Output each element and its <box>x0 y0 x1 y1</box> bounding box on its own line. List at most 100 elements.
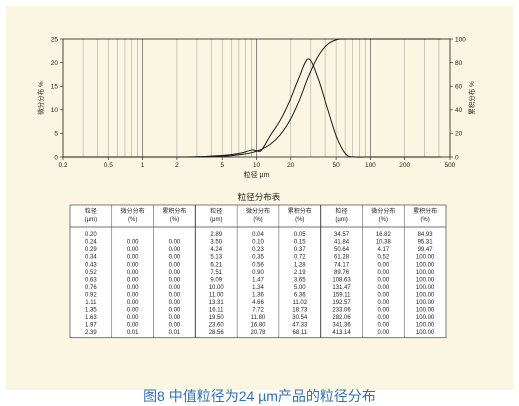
table-cell: 0.00 <box>169 285 181 291</box>
y-left-tick-label: 0 <box>54 154 58 161</box>
table-cell: 3.50 <box>210 240 222 246</box>
table-cell: 16.82 <box>376 232 392 238</box>
table-cell: 100.00 <box>416 255 435 261</box>
table-cell: 0.56 <box>252 262 264 268</box>
table-header-cell: 粒径 <box>85 207 97 215</box>
table-cell: 0.01 <box>127 330 139 336</box>
table-cell: 4.17 <box>377 247 389 253</box>
y-right-tick-label: 0 <box>455 154 459 161</box>
table-header-cell: 累积分布 <box>288 207 312 215</box>
table-cell: 0.72 <box>294 255 306 261</box>
table-header-cell: 粒径 <box>210 207 222 215</box>
y-right-tick-label: 80 <box>455 60 463 67</box>
table-cell: 10.38 <box>376 240 392 246</box>
table-header-cell: (%) <box>253 217 262 223</box>
psd-chart: 0.2 0.5 1 2 5 10 20 50 100 200 5000510152025020406… <box>36 36 476 339</box>
table-header-cell: (%) <box>128 217 137 223</box>
table-cell: 0.00 <box>127 277 139 283</box>
table-cell: 100.00 <box>416 330 435 336</box>
table-cell: 100.00 <box>416 300 435 306</box>
table-cell: 0.00 <box>377 300 389 306</box>
table-cell: 0.35 <box>252 255 264 261</box>
table-cell: 0.34 <box>85 255 97 261</box>
x-tick-label: 10 <box>253 162 261 169</box>
table-cell: 0.92 <box>85 292 97 298</box>
table-cell: 28.56 <box>209 330 225 336</box>
table-cell: 0.04 <box>252 232 264 238</box>
table-cell: 2.89 <box>210 232 222 238</box>
table-cell: 108.63 <box>332 277 351 283</box>
table-cell: 99.47 <box>418 247 434 253</box>
table-cell: 0.00 <box>169 247 181 253</box>
table-cell: 0.00 <box>127 262 139 268</box>
x-tick-label: 50 <box>332 162 340 169</box>
x-tick-label: 0.5 <box>104 162 113 169</box>
distribution-table: 粒径 (µm) 微分分布 (%) 累积分布 (%) 粒径 (µm) 微分分布 (%) 累积分布 (%)… <box>69 204 447 339</box>
table-cell: 0.24 <box>85 240 97 246</box>
table-cell: 0.00 <box>377 277 389 283</box>
table-cell: 0.23 <box>252 247 264 253</box>
table-cell: 34.57 <box>334 232 350 238</box>
table-cell: 0.00 <box>169 270 181 276</box>
y-right-tick-label: 100 <box>455 36 466 43</box>
table-cell: 7.51 <box>210 270 222 276</box>
table-cell: 18.73 <box>292 308 308 314</box>
table-cell: 11.02 <box>292 300 307 306</box>
table-cell: 1.34 <box>252 285 264 291</box>
table-cell: 19.50 <box>209 315 225 321</box>
table-cell: 1.47 <box>252 277 264 283</box>
table-header-cell: (%) <box>170 217 179 223</box>
table-cell: 84.93 <box>418 232 434 238</box>
table-title: 粒径分布表 <box>238 192 281 202</box>
chart-plot: 0.2 0.5 1 2 5 10 20 50 100 200 5000510152025020406… <box>36 36 476 179</box>
table-cell: 4.24 <box>210 247 222 253</box>
table-cell: 0.00 <box>169 308 181 314</box>
x-tick-label: 2 <box>175 162 179 169</box>
table-cell: 100.00 <box>416 315 435 321</box>
table-cell: 100.00 <box>416 308 435 314</box>
table-cell: 5.00 <box>294 285 306 291</box>
table-cell: 192.57 <box>332 300 351 306</box>
table-cell: 1.11 <box>85 300 97 306</box>
table-cell: 100.00 <box>416 270 435 276</box>
table-cell: 0.00 <box>127 270 139 276</box>
table-header-cell: (%) <box>295 217 304 223</box>
y-right-tick-label: 60 <box>455 84 463 91</box>
table-cell: 0.00 <box>377 330 389 336</box>
table-cell: 30.54 <box>292 315 308 321</box>
table-cell: 61.28 <box>334 255 350 261</box>
table-header-cell: (µm) <box>85 217 97 223</box>
table-cell: 0.10 <box>252 240 264 246</box>
table-cell: 16.80 <box>250 323 266 329</box>
table-cell: 100.00 <box>416 292 435 298</box>
table-cell: 3.65 <box>294 277 306 283</box>
table-cell: 0.00 <box>377 270 389 276</box>
table-cell: 50.64 <box>334 247 350 253</box>
table-cell: 23.60 <box>209 323 225 329</box>
y-left-tick-label: 15 <box>51 84 59 91</box>
table-cell: 100.00 <box>416 323 435 329</box>
table-header-cell: 微分分布 <box>371 207 395 215</box>
table-cell: 0.00 <box>169 255 181 261</box>
table-cell: 0.52 <box>377 255 389 261</box>
table-cell: 10.00 <box>209 285 225 291</box>
table-cell: 68.11 <box>292 330 307 336</box>
figure-panel: 0.2 0.5 1 2 5 10 20 50 100 200 500 0 5 10 15 20 25 0 20 40 6… <box>6 6 513 390</box>
table-cell: 9.09 <box>210 277 222 283</box>
table-cell: 0.00 <box>127 255 139 261</box>
table-cell: 159.11 <box>333 292 352 298</box>
x-tick-label: 20 <box>287 162 295 169</box>
table-cell: 0.00 <box>127 308 139 314</box>
table-cell: 100.00 <box>416 277 435 283</box>
table-header-cell: 累积分布 <box>162 207 186 215</box>
table-cell: 0.00 <box>169 262 181 268</box>
table-header-cell: 累积分布 <box>413 207 437 215</box>
table-cell: 0.00 <box>169 277 181 283</box>
y-left-tick-label: 20 <box>51 60 59 67</box>
table-cell: 0.63 <box>85 277 97 283</box>
table-cell: 282.06 <box>332 315 351 321</box>
table-cell: 1.35 <box>85 308 97 314</box>
table-cell: 0.37 <box>294 247 306 253</box>
x-tick-label: 500 <box>445 162 456 169</box>
table-cell: 16.11 <box>209 308 224 314</box>
